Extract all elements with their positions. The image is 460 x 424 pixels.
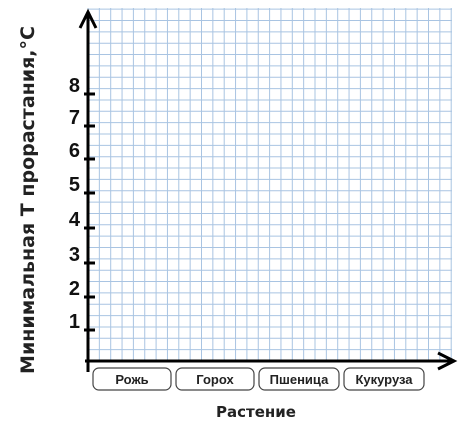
x-axis-arrow <box>437 351 458 371</box>
grid <box>87 8 452 362</box>
category-box <box>92 367 172 391</box>
category-label: Пшеница <box>270 372 329 387</box>
category-box <box>343 367 425 391</box>
x-axis-label: Растение <box>216 403 296 421</box>
y-tick-label-1: 1 <box>69 311 80 333</box>
y-tick-label-5: 5 <box>69 174 80 196</box>
y-tick-label-2: 2 <box>69 278 80 300</box>
y-ticks: 1 2 3 4 5 6 7 8 <box>69 75 95 333</box>
y-tick-label-7: 7 <box>69 107 80 129</box>
y-tick-label-4: 4 <box>69 209 81 231</box>
y-tick-label-3: 3 <box>69 244 80 266</box>
y-tick-label-6: 6 <box>69 140 80 162</box>
category-label: Рожь <box>115 372 148 387</box>
category-label: Кукуруза <box>355 372 413 387</box>
category-4: Кукуруза <box>343 367 425 391</box>
y-axis-label: Минимальная Т прорастания,°С <box>17 26 39 374</box>
y-tick-label-8: 8 <box>69 75 80 97</box>
category-box <box>175 367 255 391</box>
category-label: Горох <box>196 372 234 387</box>
y-axis-arrow <box>78 8 98 29</box>
category-2: Горох <box>175 367 255 391</box>
category-1: Рожь <box>92 367 172 391</box>
category-box <box>258 367 340 391</box>
category-3: Пшеница <box>258 367 340 391</box>
category-labels: Рожь Горох Пшеница Кукуруза <box>92 367 425 391</box>
